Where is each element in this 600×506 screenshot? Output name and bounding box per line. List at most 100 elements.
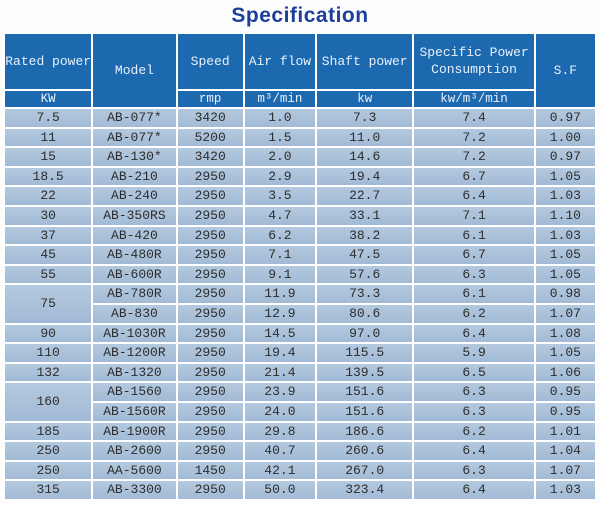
cell-speed: 2950 [177, 344, 243, 362]
cell-air-flow: 21.4 [244, 363, 316, 382]
cell-air-flow: 42.1 [244, 461, 316, 480]
cell-model: AB-077* [93, 109, 176, 127]
cell-model: AB-780R [93, 285, 176, 303]
cell-service-factor: 1.00 [535, 128, 595, 147]
cell-shaft-power: 22.7 [317, 187, 413, 205]
cell-model: AB-480R [93, 246, 176, 264]
header-rated-power: Rated power [5, 34, 92, 89]
cell-service-factor: 0.97 [535, 109, 595, 127]
cell-specific-power-consumption: 6.1 [414, 285, 534, 303]
cell-service-factor: 1.07 [535, 461, 595, 480]
cell-specific-power-consumption: 6.2 [414, 304, 534, 323]
cell-air-flow: 14.5 [244, 324, 316, 343]
cell-air-flow: 23.9 [244, 383, 316, 401]
table-row: 250 AA-5600 1450 42.1 267.0 6.3 1.07 [5, 461, 595, 480]
cell-speed: 2950 [177, 226, 243, 245]
cell-shaft-power: 97.0 [317, 324, 413, 343]
cell-air-flow: 9.1 [244, 265, 316, 284]
cell-shaft-power: 47.5 [317, 246, 413, 264]
cell-shaft-power: 186.6 [317, 422, 413, 441]
cell-service-factor: 1.05 [535, 344, 595, 362]
cell-shaft-power: 151.6 [317, 383, 413, 401]
cell-speed: 2950 [177, 402, 243, 421]
cell-service-factor: 1.03 [535, 481, 595, 499]
cell-speed: 2950 [177, 324, 243, 343]
cell-shaft-power: 80.6 [317, 304, 413, 323]
cell-shaft-power: 260.6 [317, 442, 413, 460]
specification-table: Rated power Model Speed Air flow Shaft p… [3, 32, 597, 501]
cell-air-flow: 2.0 [244, 148, 316, 166]
cell-model: AB-3300 [93, 481, 176, 499]
unit-specific-power-consumption: kw/m³/min [414, 91, 534, 107]
cell-shaft-power: 38.2 [317, 226, 413, 245]
cell-model: AB-1900R [93, 422, 176, 441]
table-row: AB-830 2950 12.9 80.6 6.2 1.07 [5, 304, 595, 323]
cell-model: AB-2600 [93, 442, 176, 460]
cell-speed: 5200 [177, 128, 243, 147]
cell-service-factor: 1.03 [535, 187, 595, 205]
cell-rated-power: 132 [5, 363, 92, 382]
cell-specific-power-consumption: 6.3 [414, 402, 534, 421]
cell-speed: 2950 [177, 246, 243, 264]
table-row: 22 AB-240 2950 3.5 22.7 6.4 1.03 [5, 187, 595, 205]
cell-air-flow: 2.9 [244, 167, 316, 186]
cell-speed: 2950 [177, 442, 243, 460]
cell-service-factor: 0.97 [535, 148, 595, 166]
cell-specific-power-consumption: 6.4 [414, 324, 534, 343]
cell-service-factor: 1.07 [535, 304, 595, 323]
header-row-labels: Rated power Model Speed Air flow Shaft p… [5, 34, 595, 107]
cell-model: AA-5600 [93, 461, 176, 480]
cell-shaft-power: 14.6 [317, 148, 413, 166]
cell-specific-power-consumption: 7.4 [414, 109, 534, 127]
cell-specific-power-consumption: 6.1 [414, 226, 534, 245]
cell-air-flow: 1.0 [244, 109, 316, 127]
header-specific-power-consumption: Specific Power Consumption [414, 34, 534, 89]
cell-air-flow: 50.0 [244, 481, 316, 499]
cell-speed: 3420 [177, 109, 243, 127]
table-row: 37 AB-420 2950 6.2 38.2 6.1 1.03 [5, 226, 595, 245]
cell-air-flow: 1.5 [244, 128, 316, 147]
table-row: 45 AB-480R 2950 7.1 47.5 6.7 1.05 [5, 246, 595, 264]
cell-rated-power: 90 [5, 324, 92, 343]
cell-shaft-power: 323.4 [317, 481, 413, 499]
cell-rated-power: 110 [5, 344, 92, 362]
unit-air-flow: m³/min [244, 91, 316, 107]
cell-air-flow: 24.0 [244, 402, 316, 421]
cell-specific-power-consumption: 6.3 [414, 265, 534, 284]
cell-shaft-power: 139.5 [317, 363, 413, 382]
page-title: Specification [231, 4, 369, 27]
cell-air-flow: 29.8 [244, 422, 316, 441]
cell-shaft-power: 73.3 [317, 285, 413, 303]
unit-shaft-power: kw [317, 91, 413, 107]
table-row: 315 AB-3300 2950 50.0 323.4 6.4 1.03 [5, 481, 595, 499]
cell-model: AB-600R [93, 265, 176, 284]
cell-speed: 2950 [177, 481, 243, 499]
table-body: 7.5 AB-077* 3420 1.0 7.3 7.4 0.97 11 AB-077* 5200… [5, 109, 595, 499]
cell-specific-power-consumption: 6.3 [414, 461, 534, 480]
cell-service-factor: 0.95 [535, 383, 595, 401]
header-shaft-power: Shaft power [317, 34, 413, 89]
cell-model: AB-420 [93, 226, 176, 245]
cell-specific-power-consumption: 6.4 [414, 481, 534, 499]
cell-model: AB-240 [93, 187, 176, 205]
cell-speed: 2950 [177, 206, 243, 225]
table-row: 7.5 AB-077* 3420 1.0 7.3 7.4 0.97 [5, 109, 595, 127]
cell-rated-power: 250 [5, 442, 92, 460]
cell-specific-power-consumption: 7.2 [414, 128, 534, 147]
table-row: 160 AB-1560 2950 23.9 151.6 6.3 0.95 [5, 383, 595, 421]
cell-model: AB-1200R [93, 344, 176, 362]
cell-shaft-power: 267.0 [317, 461, 413, 480]
cell-specific-power-consumption: 6.4 [414, 187, 534, 205]
cell-shaft-power: 151.6 [317, 402, 413, 421]
cell-rated-power: 18.5 [5, 167, 92, 186]
cell-shaft-power: 115.5 [317, 344, 413, 362]
table-row: 132 AB-1320 2950 21.4 139.5 6.5 1.06 [5, 363, 595, 382]
cell-speed: 2950 [177, 167, 243, 186]
table-header: Rated power Model Speed Air flow Shaft p… [5, 34, 595, 107]
cell-model: AB-210 [93, 167, 176, 186]
cell-rated-power: 15 [5, 148, 92, 166]
table-row: AB-1560R 2950 24.0 151.6 6.3 0.95 [5, 402, 595, 421]
unit-speed: rmp [177, 91, 243, 107]
cell-speed: 3420 [177, 148, 243, 166]
